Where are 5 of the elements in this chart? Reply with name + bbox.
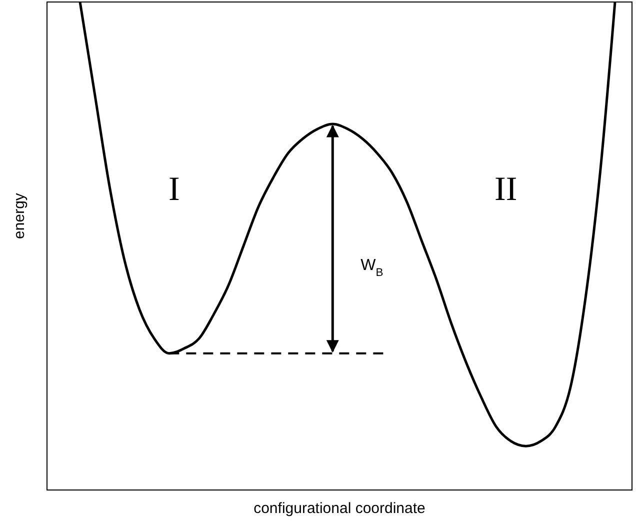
y-axis-title: energy (11, 192, 28, 239)
x-axis-title: configurational coordinate (254, 500, 426, 517)
annotation: I (168, 171, 180, 208)
annotation: II (494, 171, 518, 208)
annotation: W$_{B}$ (360, 257, 384, 279)
